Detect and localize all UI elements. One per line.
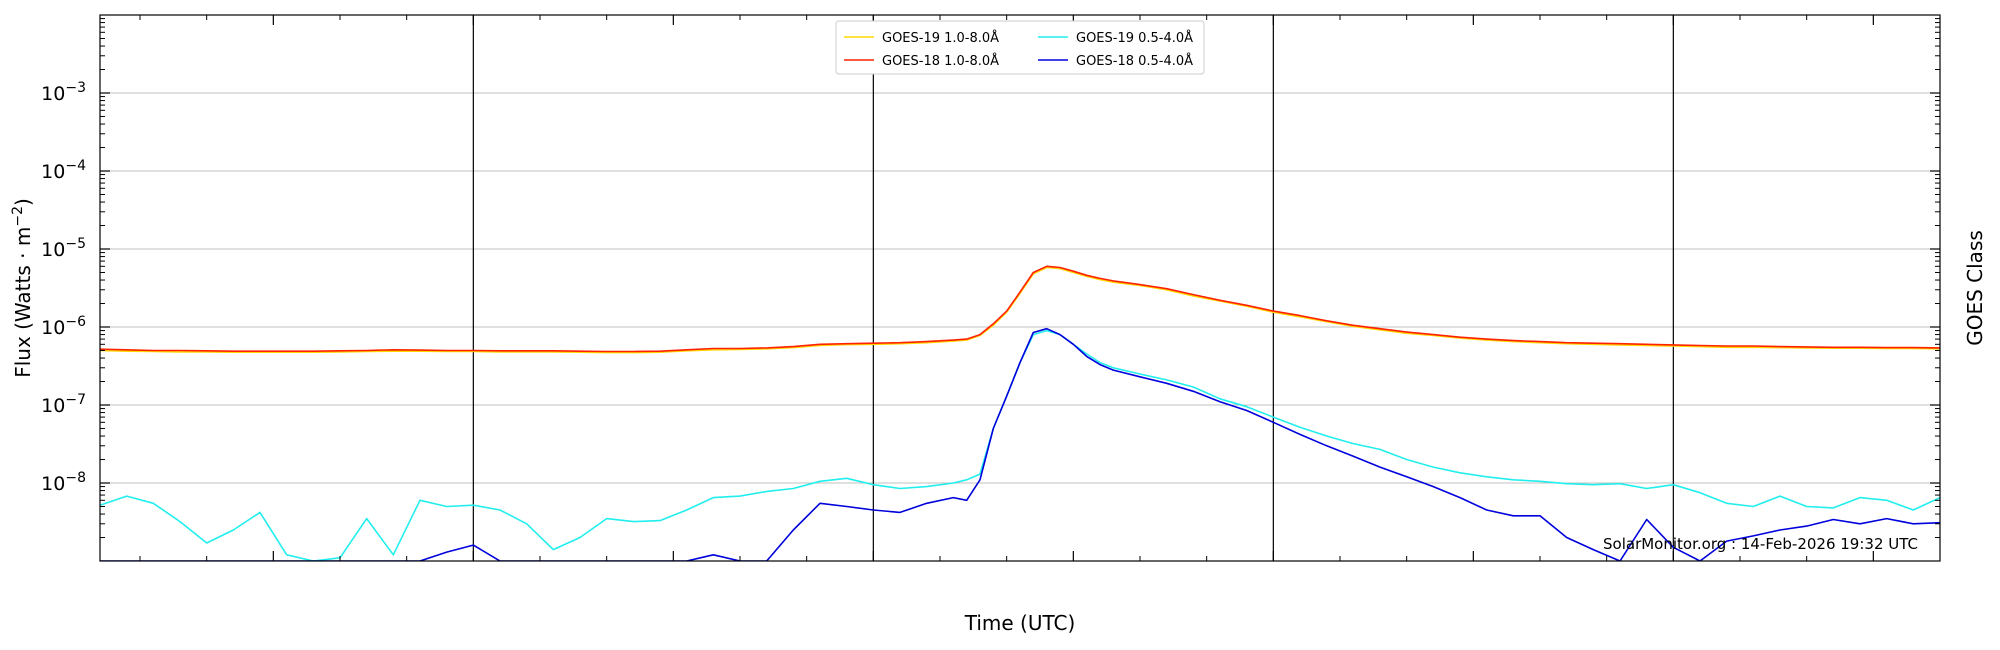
y-tick-exponent: −5 xyxy=(65,236,86,252)
legend-label-goes19-short: GOES-19 0.5-4.0Å xyxy=(1076,30,1193,46)
y-tick-base: 10 xyxy=(41,317,65,339)
legend-label-goes18-long: GOES-18 1.0-8.0Å xyxy=(882,53,999,69)
legend: GOES-19 1.0-8.0Å GOES-18 1.0-8.0Å GOES-1… xyxy=(835,20,1205,75)
grid-layer xyxy=(100,92,1940,484)
y-right-axis-title: GOES Class xyxy=(1963,230,1987,346)
y-tick-base: 10 xyxy=(41,161,65,183)
plot-frame xyxy=(99,14,1941,562)
axis-labels: 10−810−710−610−510−410−3 xyxy=(41,80,86,495)
y-tick-base: 10 xyxy=(41,395,65,417)
credit-text: SolarMonitor.org : 14-Feb-2026 19:32 UTC xyxy=(1603,535,1918,553)
legend-label-goes19-long: GOES-19 1.0-8.0Å xyxy=(882,30,999,46)
vertical-day-lines xyxy=(472,15,1674,561)
y-tick-label: 10−3 xyxy=(41,80,86,105)
y-tick-base: 10 xyxy=(41,239,65,261)
x-axis-title: Time (UTC) xyxy=(964,611,1076,635)
series-line-g19-short xyxy=(100,329,1940,561)
y-tick-exponent: −6 xyxy=(65,314,86,330)
y-tick-exponent: −7 xyxy=(65,392,86,408)
series-line-g19-long xyxy=(100,266,1940,354)
y-tick-label: 10−8 xyxy=(41,470,86,495)
legend-box xyxy=(835,20,1205,75)
series-line-g18-long xyxy=(100,265,1940,353)
series-line-g18-short xyxy=(100,327,1940,561)
legend-label-goes18-short: GOES-18 0.5-4.0Å xyxy=(1076,53,1193,69)
y-tick-exponent: −4 xyxy=(65,158,86,174)
y-tick-label: 10−7 xyxy=(41,392,86,417)
y-tick-base: 10 xyxy=(41,83,65,105)
y-tick-label: 10−4 xyxy=(41,158,86,183)
axis-ticks xyxy=(100,15,1941,561)
series-layer xyxy=(100,265,1940,561)
y-tick-label: 10−6 xyxy=(41,314,86,339)
y-axis-title: Flux (Watts · m−2) xyxy=(10,198,35,378)
y-tick-base: 10 xyxy=(41,473,65,495)
y-tick-label: 10−5 xyxy=(41,236,86,261)
y-tick-exponent: −8 xyxy=(65,470,86,486)
y-tick-exponent: −3 xyxy=(65,80,86,96)
